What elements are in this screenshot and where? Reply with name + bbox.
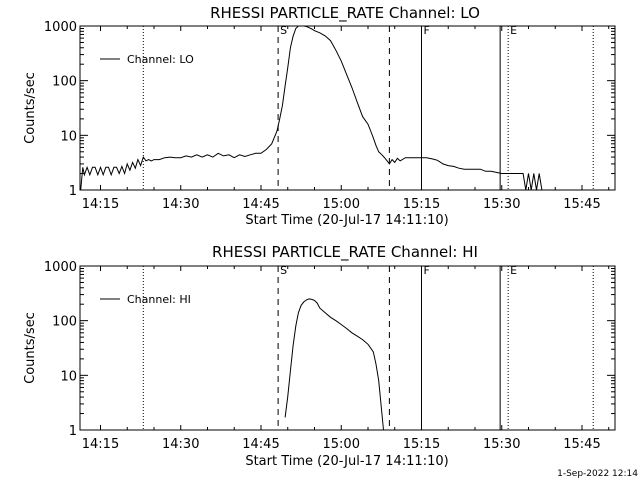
x-tick-label: 15:30 bbox=[483, 197, 520, 212]
chart-panel-2: RHESSI PARTICLE_RATE Channel: HI 14:15 14:… bbox=[23, 243, 616, 469]
x-tick-label: 15:15 bbox=[403, 197, 440, 212]
plot-frame bbox=[79, 25, 616, 191]
y-tick-label: 100 bbox=[52, 315, 77, 330]
event-marker-label: E bbox=[510, 24, 517, 37]
footer-timestamp: 1-Sep-2022 12:14 bbox=[557, 469, 638, 479]
x-tick-label: 15:15 bbox=[403, 437, 440, 452]
y-axis-label: Counts/sec bbox=[23, 312, 38, 384]
chart-title: RHESSI PARTICLE_RATE Channel: LO bbox=[210, 4, 480, 23]
x-axis-label: Start Time (20-Jul-17 14:11:10) bbox=[245, 213, 448, 228]
y-tick-label: 10 bbox=[60, 129, 77, 144]
series-line bbox=[284, 298, 384, 431]
x-axis-label: Start Time (20-Jul-17 14:11:10) bbox=[245, 454, 448, 469]
legend-label: Channel: HI bbox=[127, 293, 191, 306]
x-tick-label: 15:45 bbox=[563, 437, 600, 452]
event-marker-label: S bbox=[280, 264, 287, 277]
y-tick-label: 1000 bbox=[44, 260, 77, 275]
x-tick-label: 15:45 bbox=[563, 197, 600, 212]
x-tick-label: 14:15 bbox=[82, 437, 119, 452]
y-axis-label: Counts/sec bbox=[23, 72, 38, 144]
x-tick-label: 15:00 bbox=[323, 437, 360, 452]
y-tick-label: 1000 bbox=[44, 20, 77, 35]
x-tick-label: 15:00 bbox=[323, 197, 360, 212]
x-tick-label: 14:30 bbox=[162, 197, 199, 212]
y-tick-label: 100 bbox=[52, 75, 77, 90]
x-tick-label: 15:30 bbox=[483, 437, 520, 452]
plot-frame bbox=[79, 265, 616, 431]
x-tick-label: 14:45 bbox=[242, 197, 279, 212]
x-tick-label: 14:45 bbox=[242, 437, 279, 452]
x-tick-label: 14:15 bbox=[82, 197, 119, 212]
y-tick-label: 1 bbox=[69, 424, 77, 439]
event-marker-label: E bbox=[510, 264, 517, 277]
legend-label: Channel: LO bbox=[127, 53, 194, 66]
event-marker-label: F bbox=[423, 24, 429, 37]
series-line bbox=[80, 25, 545, 191]
event-marker-label: F bbox=[423, 264, 429, 277]
y-tick-label: 10 bbox=[60, 369, 77, 384]
event-marker-label: S bbox=[280, 24, 287, 37]
chart-title: RHESSI PARTICLE_RATE Channel: HI bbox=[212, 243, 478, 262]
x-tick-label: 14:30 bbox=[162, 437, 199, 452]
y-tick-label: 1 bbox=[69, 184, 77, 199]
chart-panel-1: RHESSI PARTICLE_RATE Channel: LO 14:15 14:… bbox=[23, 4, 616, 228]
